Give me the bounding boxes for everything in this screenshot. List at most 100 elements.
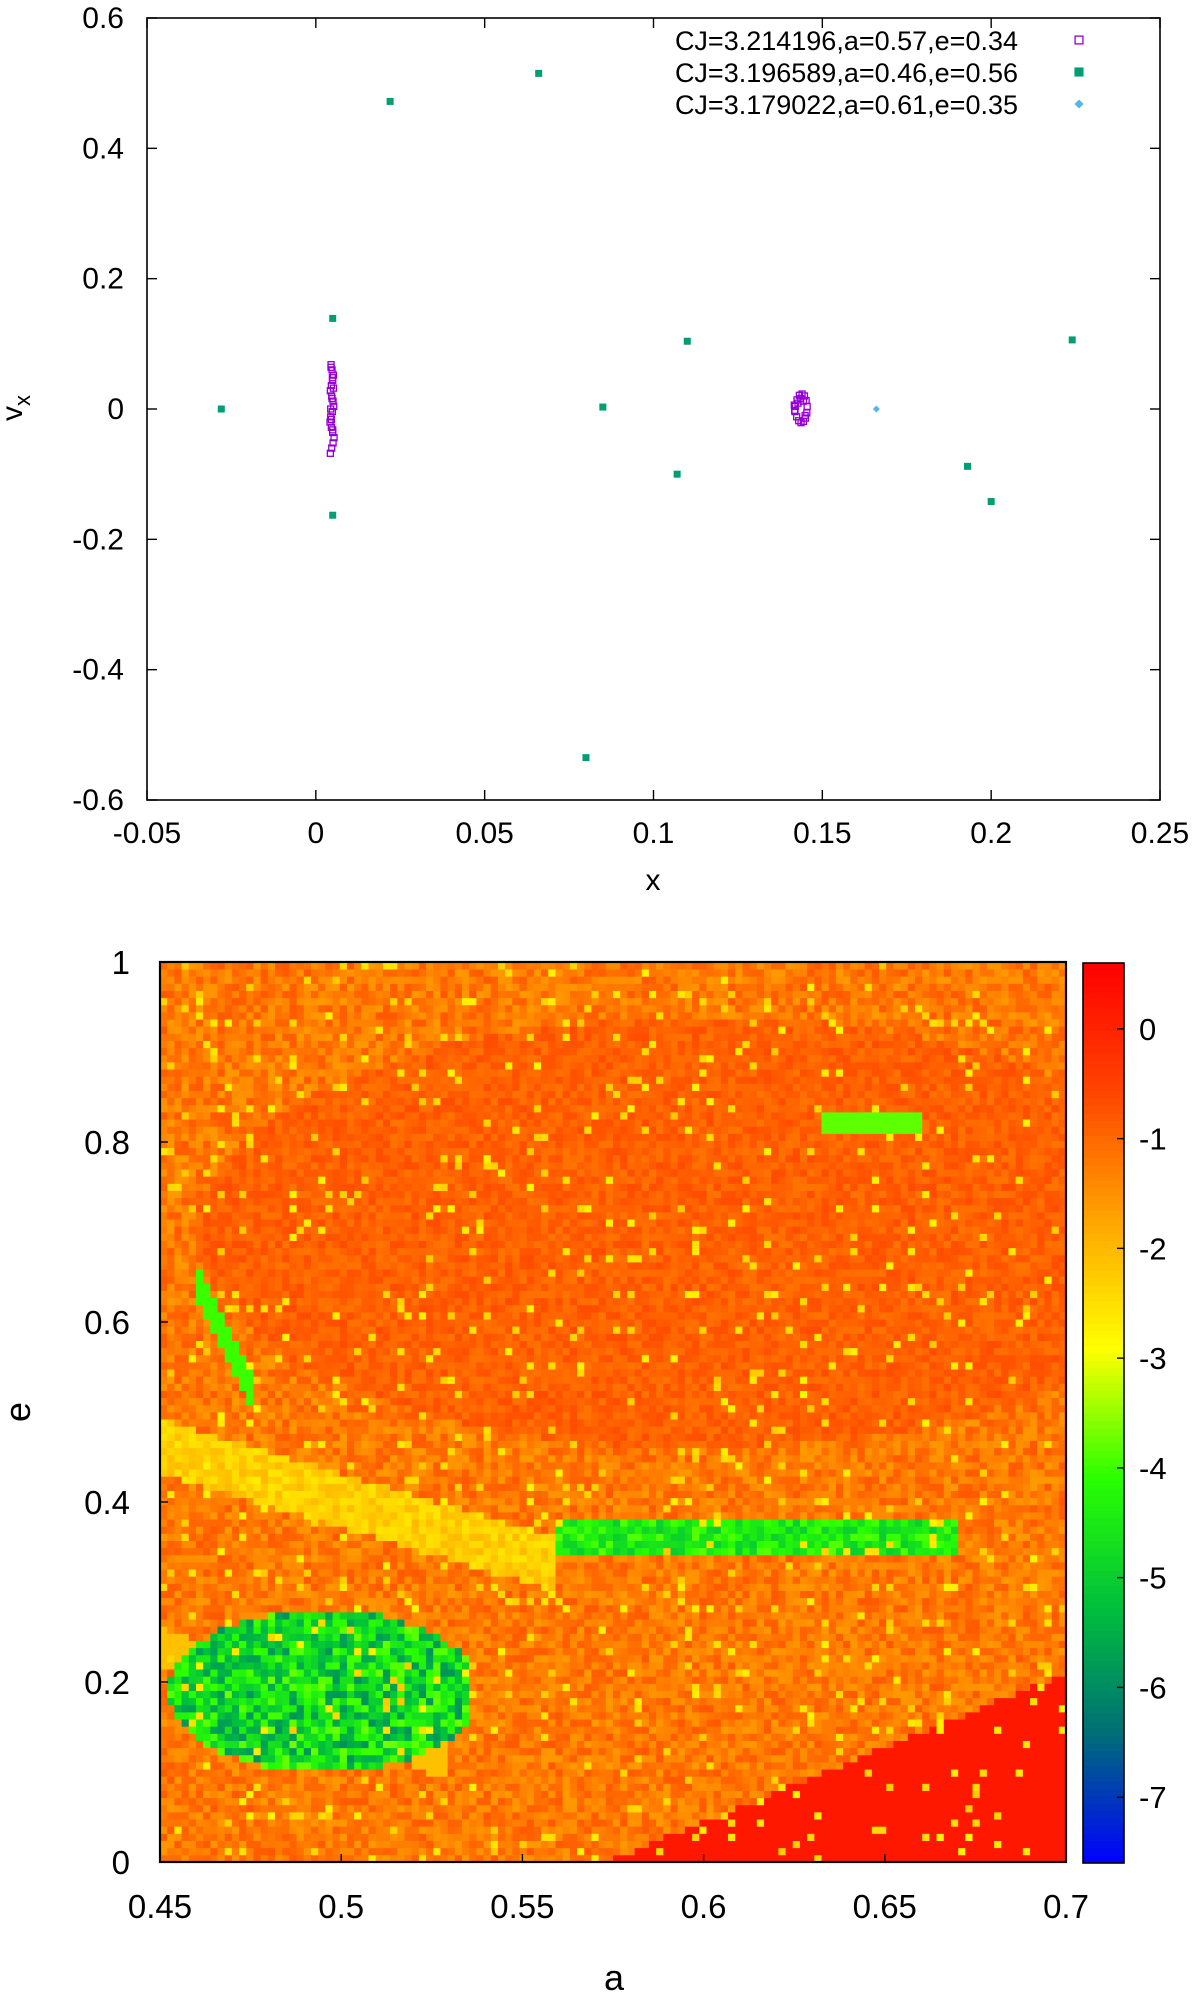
heatmap-cell <box>785 1604 794 1613</box>
heatmap-cell <box>692 1690 700 1699</box>
heatmap-cell <box>382 1747 391 1756</box>
heatmap-cell <box>462 1797 470 1806</box>
heatmap-cell <box>210 1676 218 1684</box>
heatmap-cell <box>663 1833 671 1841</box>
heatmap-cell <box>490 1662 499 1670</box>
heatmap-cell <box>469 1590 477 1599</box>
heatmap-cell <box>454 1712 463 1720</box>
heatmap-cell <box>713 1604 722 1613</box>
heatmap-cell <box>994 1604 1002 1613</box>
heatmap-cell <box>311 1647 319 1656</box>
heatmap-cell <box>1037 1797 1045 1806</box>
heatmap-cell <box>634 1619 643 1627</box>
heatmap-cell <box>821 1812 830 1820</box>
heatmap-cell <box>692 1854 700 1863</box>
heatmap-cell <box>627 1604 635 1613</box>
heatmap-cell <box>764 1640 772 1649</box>
heatmap-cell <box>497 1640 506 1649</box>
heatmap-cell <box>871 1654 880 1663</box>
heatmap-cell <box>684 1747 693 1756</box>
heatmap-cell <box>943 1726 952 1734</box>
heatmap-cell <box>641 1583 650 1591</box>
heatmap-cell <box>986 1769 995 1777</box>
heatmap-cell <box>569 1704 578 1713</box>
heatmap-cell <box>188 1690 197 1699</box>
legend-marker <box>1074 67 1084 77</box>
heatmap-cell <box>397 1583 405 1591</box>
heatmap-cell <box>533 1619 542 1627</box>
heatmap-cell <box>620 1704 628 1713</box>
heatmap-cell <box>1022 1719 1031 1727</box>
heatmap-cell <box>871 1626 880 1634</box>
heatmap-cell <box>641 1633 650 1641</box>
heatmap-cell <box>1030 1833 1038 1841</box>
heatmap-cell <box>972 1647 981 1656</box>
heatmap-cell <box>253 1819 262 1827</box>
heatmap-cell <box>289 1733 298 1741</box>
heatmap-cell <box>397 1669 405 1677</box>
heatmap-cell <box>706 1726 715 1734</box>
heatmap-cell <box>397 1612 405 1620</box>
heatmap-cell <box>958 1790 966 1799</box>
heatmap-cell <box>505 1769 513 1777</box>
heatmap-cell <box>497 1697 506 1706</box>
heatmap-cell <box>648 1590 657 1599</box>
heatmap-cell <box>720 1726 729 1734</box>
heatmap-cell <box>311 1733 319 1741</box>
heatmap-cell <box>354 1676 362 1684</box>
heatmap-cell <box>713 1690 722 1699</box>
heatmap-cell <box>742 1676 751 1684</box>
heatmap-cell <box>749 1697 758 1706</box>
heatmap-cell <box>505 1712 513 1720</box>
heatmap-cell <box>720 1633 729 1641</box>
heatmap-cell <box>239 1633 247 1641</box>
heatmap-cell <box>648 1654 657 1663</box>
heatmap-cell <box>656 1647 664 1656</box>
heatmap-cell <box>354 1626 362 1634</box>
heatmap-cell <box>929 1712 937 1720</box>
heatmap-cell <box>641 1797 650 1806</box>
heatmap-cell <box>771 1812 779 1820</box>
heatmap-cell <box>893 1826 902 1834</box>
heatmap-cell <box>677 1719 686 1727</box>
heatmap-cell <box>1037 1597 1045 1606</box>
heatmap-cell <box>843 1719 851 1727</box>
heatmap-cell <box>1001 1640 1009 1649</box>
heatmap-cell <box>864 1826 873 1834</box>
heatmap-cell <box>203 1812 211 1820</box>
heatmap-cell <box>843 1726 851 1734</box>
heatmap-cell <box>986 1783 995 1791</box>
heatmap-cell <box>720 1583 729 1591</box>
heatmap-cell <box>426 1619 434 1627</box>
heatmap-cell <box>354 1590 362 1599</box>
heatmap-cell <box>792 1704 801 1713</box>
heatmap-cell <box>505 1783 513 1791</box>
heatmap-cell <box>835 1762 844 1770</box>
heatmap-cell <box>354 1783 362 1791</box>
heatmap-cell <box>325 1840 333 1849</box>
heatmap-cell <box>541 1740 549 1749</box>
heatmap-cell <box>879 1626 887 1634</box>
heatmap-cell <box>634 1819 643 1827</box>
heatmap-cell <box>986 1633 995 1641</box>
heatmap-cell <box>706 1590 715 1599</box>
heatmap-cell <box>296 1812 305 1820</box>
heatmap-cell <box>843 1762 851 1770</box>
heatmap-cell <box>828 1854 837 1863</box>
heatmap-cell <box>857 1690 866 1699</box>
heatmap-cell <box>332 1840 341 1849</box>
heatmap-cell <box>447 1797 456 1806</box>
heatmap-cell <box>728 1662 736 1670</box>
scatter-y-axis-label: vx <box>0 395 35 421</box>
heatmap-cell <box>972 1819 981 1827</box>
heatmap-cell <box>282 1647 290 1656</box>
heatmap-cell <box>670 1604 679 1613</box>
heatmap-cell <box>886 1683 894 1691</box>
heatmap-cell <box>742 1762 751 1770</box>
heatmap-cell <box>979 1747 988 1756</box>
heatmap-cell <box>634 1697 643 1706</box>
heatmap-cell <box>346 1697 355 1706</box>
heatmap-cell <box>562 1740 571 1749</box>
heatmap-cell <box>490 1640 499 1649</box>
